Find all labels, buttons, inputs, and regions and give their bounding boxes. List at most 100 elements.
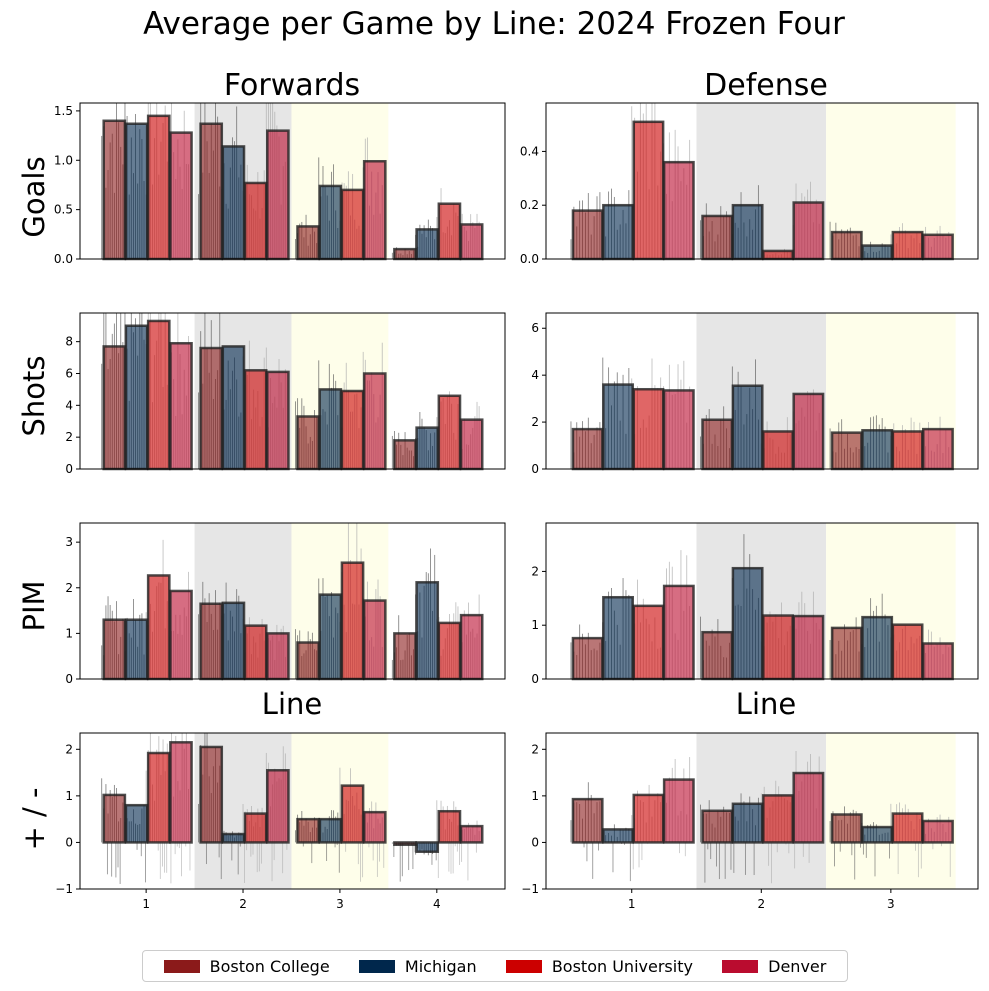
y-tick-label: 8 (65, 335, 73, 349)
bar-line2-michigan (221, 145, 246, 261)
bar-line2-denver (265, 632, 290, 681)
bar-line3-boston-university (891, 230, 924, 261)
bar-line4-denver (459, 418, 484, 471)
y-tick-label: 4 (531, 368, 539, 382)
bar-line2-boston-college (199, 122, 224, 261)
bar-line1-denver (169, 131, 193, 261)
y-tick-label: 0.2 (520, 198, 539, 212)
bar-line3-michigan (318, 817, 343, 844)
bar-line1-denver (662, 584, 695, 681)
bar-line2-michigan (731, 566, 764, 681)
y-tick-label: 1 (65, 789, 73, 803)
row-label-shots: Shots (17, 355, 51, 436)
bar-line4-boston-college (393, 247, 417, 261)
bar-line2-boston-college (701, 809, 734, 844)
bar-line2-boston-university (762, 794, 794, 844)
x-tick-label: 1 (142, 897, 150, 911)
bar-line3-denver (921, 233, 954, 261)
x-tick-label: 3 (887, 897, 895, 911)
y-tick-label: 1 (531, 618, 539, 632)
column-title-forwards: Forwards (224, 68, 360, 103)
bar-line3-denver (921, 427, 954, 471)
bar-line3-denver (921, 819, 954, 844)
bar-line3-michigan (861, 825, 894, 844)
legend: Boston College Michigan Boston University D… (142, 950, 848, 982)
bar-line2-denver (265, 370, 290, 471)
y-tick-label: −1 (55, 882, 73, 896)
y-tick-label: 0 (531, 462, 539, 476)
panels: Forwards Line Defense Line Goals Shots PIM + / … (17, 68, 979, 911)
plot-frame (545, 312, 979, 470)
bar-line3-boston-university (340, 188, 365, 261)
x-tick-label: 2 (757, 897, 765, 911)
bar-line1-boston-university (146, 574, 171, 681)
x-tick-label: 2 (239, 897, 247, 911)
legend-label: Boston College (209, 956, 330, 976)
x-tick-label: 4 (433, 897, 441, 911)
bar-line1-boston-university (632, 120, 665, 261)
legend-swatch (722, 959, 759, 973)
bar-line2-denver (265, 769, 290, 844)
panel-defense-plusminus: −1 0 1 2 1 2 3 (521, 732, 979, 911)
bar-line1-boston-college (102, 119, 127, 261)
y-tick-label: 2 (65, 581, 73, 595)
bar-line1-boston-college (571, 797, 604, 844)
y-tick-label: 2 (65, 742, 73, 756)
bar-line2-boston-college (701, 630, 734, 681)
legend-swatch (163, 959, 200, 973)
bar-line2-michigan (731, 802, 764, 844)
bar-line1-michigan (602, 203, 634, 261)
legend-swatch (505, 959, 542, 973)
bar-line3-denver (362, 372, 387, 471)
bar-line2-michigan (731, 203, 764, 261)
bar-line3-denver (921, 642, 954, 681)
bar-line3-boston-university (891, 623, 924, 681)
bar-line1-michigan (602, 383, 634, 471)
y-tick-label: 2 (531, 564, 539, 578)
bar-line3-boston-college (830, 813, 863, 844)
legend-item-michigan: Michigan (358, 957, 477, 976)
y-tick-label: 0.0 (520, 252, 539, 266)
panel-defense-shots: 0 2 4 6 (531, 312, 979, 476)
bar-line2-denver (792, 392, 825, 471)
y-tick-label: 0 (65, 462, 73, 476)
bar-line3-boston-college (830, 230, 863, 261)
plot-frame (79, 522, 506, 680)
bar-line2-boston-university (762, 430, 794, 471)
bar-line1-boston-college (102, 618, 127, 681)
bar-line3-boston-university (891, 812, 924, 844)
bar-line4-boston-university (437, 394, 462, 471)
bar-line1-denver (662, 160, 695, 261)
bar-line2-michigan (221, 345, 246, 471)
bar-line4-denver (459, 613, 484, 681)
bar-line4-michigan (415, 426, 440, 471)
bar-line2-denver (792, 201, 825, 261)
legend-label: Boston University (551, 956, 693, 976)
bar-line2-michigan (221, 832, 246, 844)
bar-line1-denver (662, 778, 695, 844)
bar-line2-boston-college (701, 214, 734, 261)
y-tick-label: 0 (531, 672, 539, 686)
plot-frame (545, 732, 979, 890)
bar-line3-boston-college (296, 415, 320, 471)
bar-line3-boston-college (296, 641, 320, 681)
panel-defense-goals: 0.0 0.2 0.4 (520, 102, 979, 266)
y-tick-label: 1 (531, 789, 539, 803)
row-label-pim: PIM (17, 580, 51, 631)
bar-line2-boston-university (243, 812, 268, 844)
bar-line2-boston-university (243, 624, 268, 681)
bar-line4-michigan (415, 581, 440, 681)
bar-line1-boston-college (102, 345, 127, 471)
plot-frame (545, 522, 979, 680)
plot-frame (79, 102, 506, 260)
x-tick-label: 1 (628, 897, 636, 911)
y-tick-label: 2 (531, 415, 539, 429)
bar-line1-boston-college (571, 209, 604, 261)
legend-label: Denver (768, 956, 827, 976)
bar-line2-boston-college (199, 346, 224, 471)
bar-line2-denver (792, 614, 825, 681)
bar-line1-michigan (602, 828, 634, 844)
y-tick-label: 4 (65, 398, 73, 412)
bar-line1-michigan (124, 803, 149, 844)
